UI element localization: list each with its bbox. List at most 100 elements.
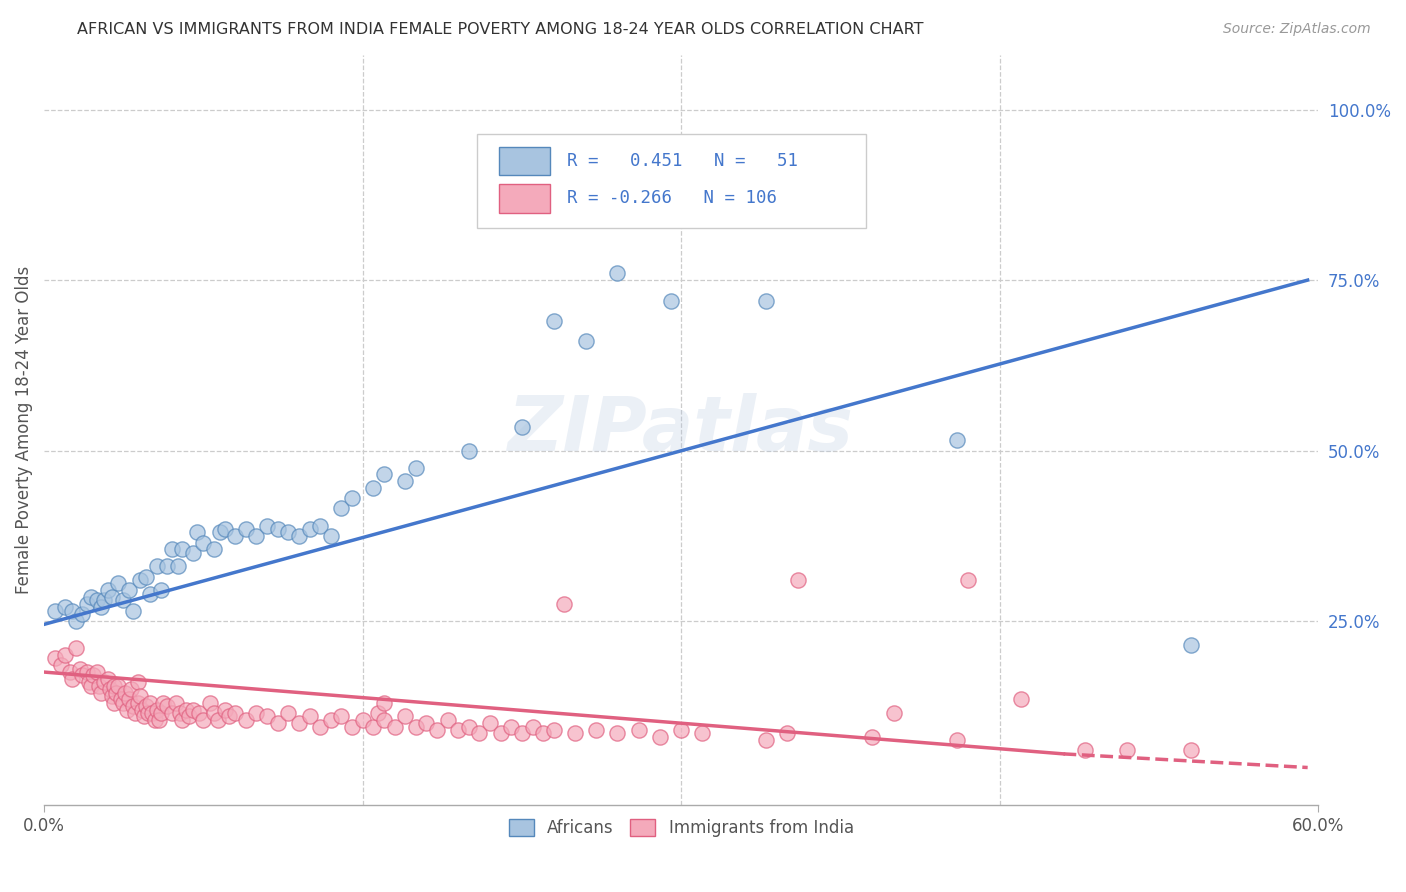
- Point: [139, 587, 162, 601]
- Point: [156, 699, 179, 714]
- Point: [90, 600, 112, 615]
- Point: [319, 529, 342, 543]
- Point: [361, 481, 384, 495]
- Text: ZIPatlas: ZIPatlas: [508, 393, 855, 467]
- Point: [169, 706, 191, 720]
- Point: [373, 467, 395, 482]
- Point: [298, 709, 321, 723]
- Point: [447, 723, 470, 737]
- Point: [277, 706, 299, 720]
- Point: [65, 641, 87, 656]
- Point: [501, 720, 523, 734]
- Point: [172, 542, 194, 557]
- Point: [373, 696, 395, 710]
- Point: [606, 266, 628, 280]
- Point: [90, 685, 112, 699]
- Point: [510, 419, 533, 434]
- Point: [340, 491, 363, 506]
- Point: [49, 658, 72, 673]
- Point: [60, 672, 83, 686]
- Point: [132, 709, 155, 723]
- Point: [60, 604, 83, 618]
- Point: [457, 443, 479, 458]
- Point: [319, 713, 342, 727]
- Point: [188, 706, 211, 720]
- Point: [405, 720, 427, 734]
- Point: [103, 696, 125, 710]
- Text: R = -0.266   N = 106: R = -0.266 N = 106: [567, 189, 776, 207]
- Point: [436, 713, 458, 727]
- Point: [489, 726, 512, 740]
- Point: [531, 726, 554, 740]
- Point: [107, 576, 129, 591]
- Point: [367, 706, 389, 720]
- Point: [77, 675, 100, 690]
- Point: [128, 689, 150, 703]
- Point: [479, 716, 502, 731]
- Point: [946, 733, 969, 747]
- Point: [186, 525, 208, 540]
- Point: [127, 696, 149, 710]
- Point: [160, 542, 183, 557]
- Point: [103, 679, 125, 693]
- Point: [76, 597, 98, 611]
- Point: [82, 668, 104, 682]
- Point: [415, 716, 437, 731]
- Point: [135, 569, 157, 583]
- Point: [86, 593, 108, 607]
- Point: [181, 546, 204, 560]
- Point: [543, 723, 565, 737]
- Point: [177, 709, 200, 723]
- Point: [214, 522, 236, 536]
- Point: [309, 720, 332, 734]
- Point: [309, 518, 332, 533]
- Point: [135, 699, 157, 714]
- Point: [384, 720, 406, 734]
- Point: [457, 720, 479, 734]
- Point: [111, 696, 134, 710]
- Text: AFRICAN VS IMMIGRANTS FROM INDIA FEMALE POVERTY AMONG 18-24 YEAR OLDS CORRELATIO: AFRICAN VS IMMIGRANTS FROM INDIA FEMALE …: [77, 22, 924, 37]
- Point: [118, 583, 141, 598]
- Point: [145, 702, 167, 716]
- Legend: Africans, Immigrants from India: Africans, Immigrants from India: [501, 811, 862, 846]
- Point: [361, 720, 384, 734]
- Point: [256, 709, 278, 723]
- Point: [214, 702, 236, 716]
- Point: [267, 716, 290, 731]
- Y-axis label: Female Poverty Among 18-24 Year Olds: Female Poverty Among 18-24 Year Olds: [15, 266, 32, 594]
- Point: [53, 648, 76, 662]
- Point: [787, 573, 810, 587]
- Point: [946, 434, 969, 448]
- Point: [564, 726, 586, 740]
- Point: [883, 706, 905, 720]
- Point: [80, 590, 103, 604]
- Point: [122, 604, 145, 618]
- Point: [776, 726, 799, 740]
- Point: [120, 682, 142, 697]
- Point: [543, 314, 565, 328]
- Point: [118, 692, 141, 706]
- Point: [172, 713, 194, 727]
- Point: [510, 726, 533, 740]
- Point: [136, 706, 159, 720]
- Point: [141, 706, 163, 720]
- Point: [267, 522, 290, 536]
- Point: [97, 583, 120, 598]
- Point: [522, 720, 544, 734]
- Point: [648, 730, 671, 744]
- Point: [44, 651, 66, 665]
- Point: [218, 709, 240, 723]
- Point: [692, 726, 714, 740]
- FancyBboxPatch shape: [477, 134, 866, 227]
- Point: [1073, 743, 1095, 757]
- Point: [193, 713, 215, 727]
- Point: [72, 607, 94, 621]
- Point: [101, 590, 124, 604]
- Point: [468, 726, 491, 740]
- Point: [181, 702, 204, 716]
- Point: [669, 723, 692, 737]
- Point: [553, 597, 575, 611]
- Text: Source: ZipAtlas.com: Source: ZipAtlas.com: [1223, 22, 1371, 37]
- Point: [245, 706, 267, 720]
- Point: [76, 665, 98, 679]
